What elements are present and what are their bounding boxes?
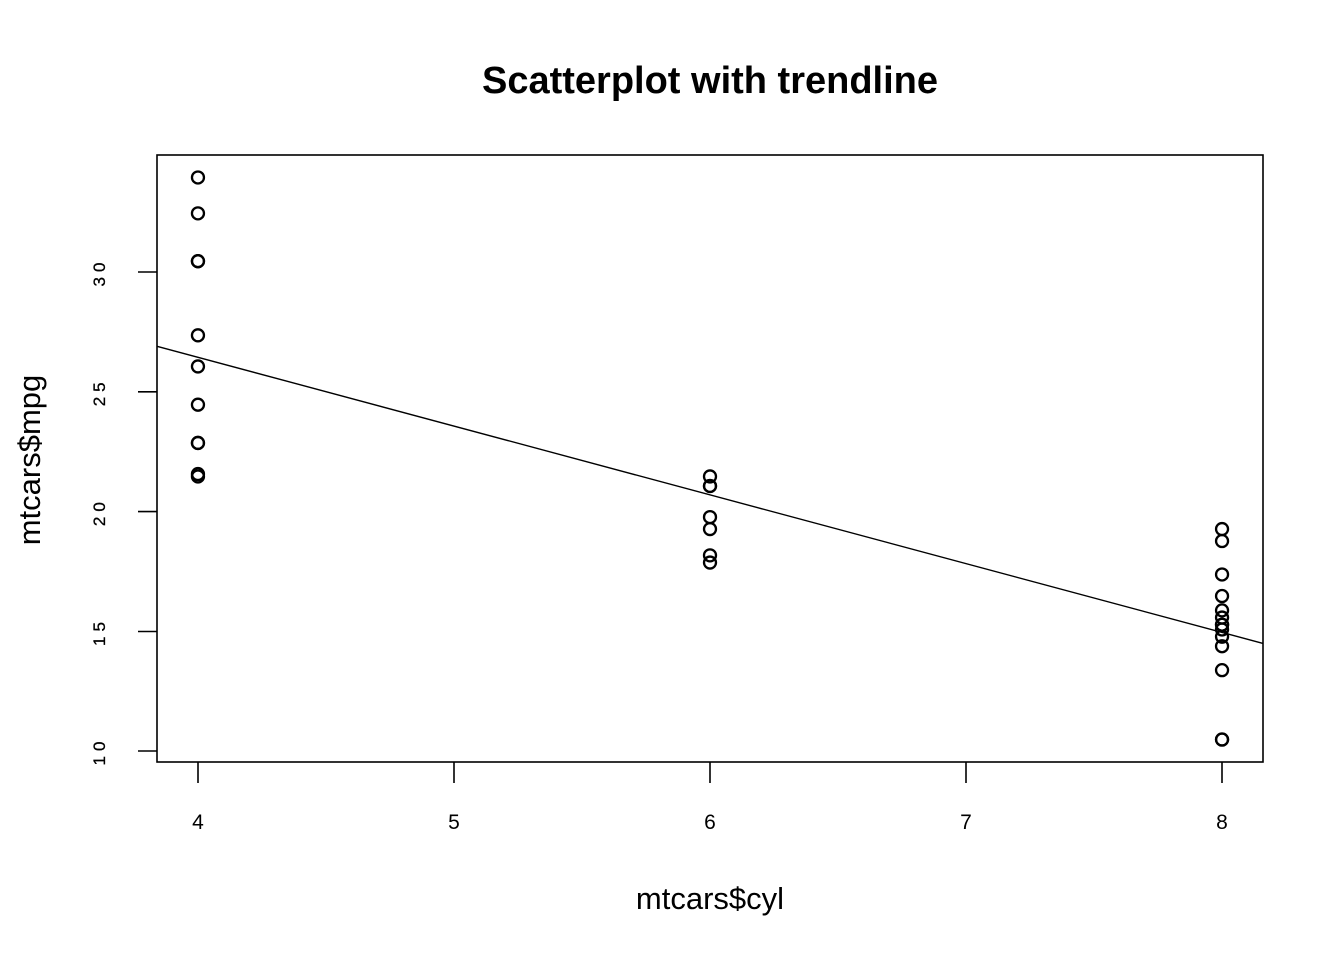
svg-text:30: 30 — [90, 258, 109, 287]
svg-text:7: 7 — [960, 811, 972, 834]
svg-text:4: 4 — [192, 811, 204, 834]
svg-text:6: 6 — [704, 811, 716, 834]
svg-text:8: 8 — [1216, 811, 1228, 834]
svg-text:20: 20 — [90, 497, 109, 526]
svg-text:mtcars$mpg: mtcars$mpg — [12, 375, 47, 546]
svg-text:25: 25 — [90, 377, 109, 406]
svg-text:5: 5 — [448, 811, 460, 834]
svg-text:Scatterplot with trendline: Scatterplot with trendline — [482, 60, 938, 102]
svg-text:mtcars$cyl: mtcars$cyl — [636, 881, 784, 916]
svg-text:10: 10 — [90, 737, 109, 766]
svg-text:15: 15 — [90, 617, 109, 646]
